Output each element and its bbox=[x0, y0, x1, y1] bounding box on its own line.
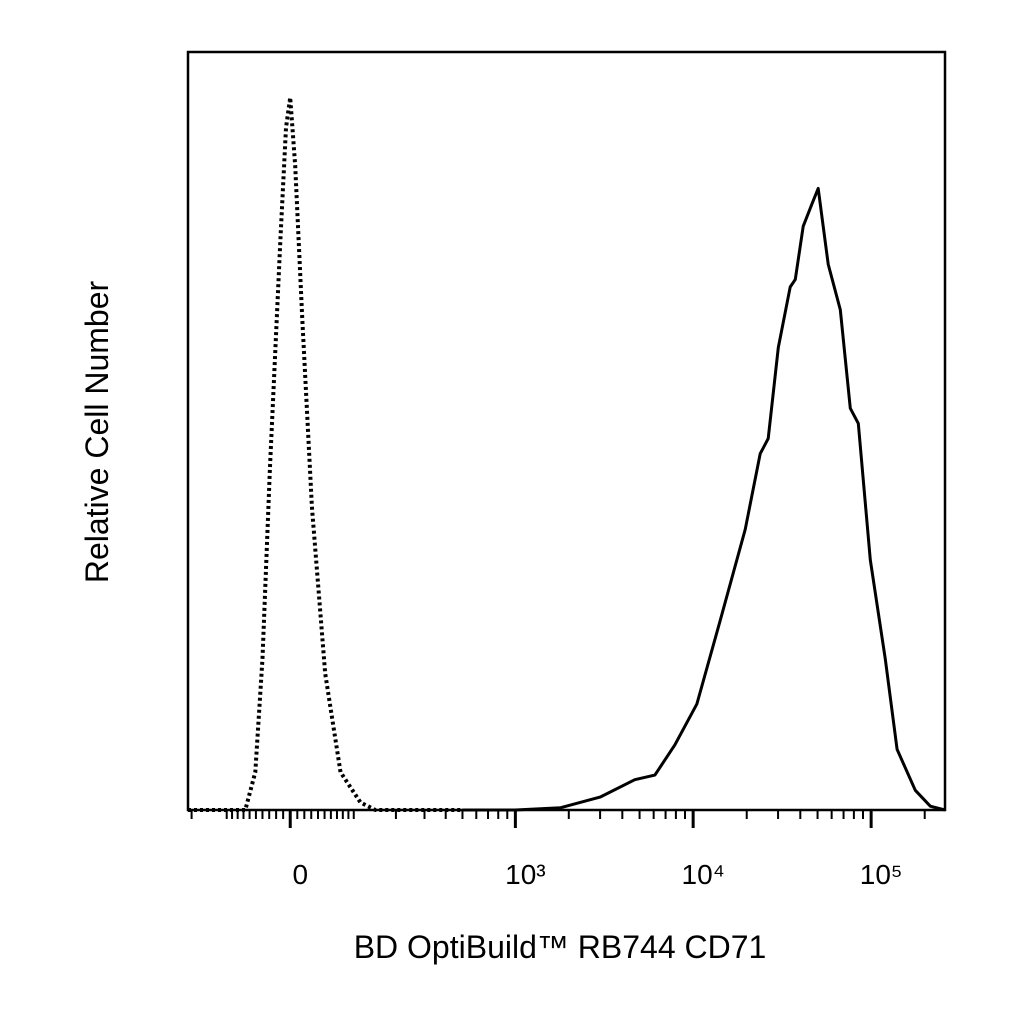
y-axis-title: Relative Cell Number bbox=[79, 280, 115, 583]
histogram-line bbox=[188, 95, 463, 812]
x-tick-label: 10³ bbox=[505, 859, 545, 890]
x-axis-title: BD OptiBuild™ RB744 CD71 bbox=[354, 929, 767, 965]
x-tick-label: 10⁵ bbox=[860, 859, 903, 890]
plot-frame bbox=[186, 50, 947, 812]
x-tick-label: 10⁴ bbox=[682, 859, 725, 890]
histogram-line bbox=[462, 186, 946, 812]
x-tick-label: 0 bbox=[292, 859, 308, 890]
